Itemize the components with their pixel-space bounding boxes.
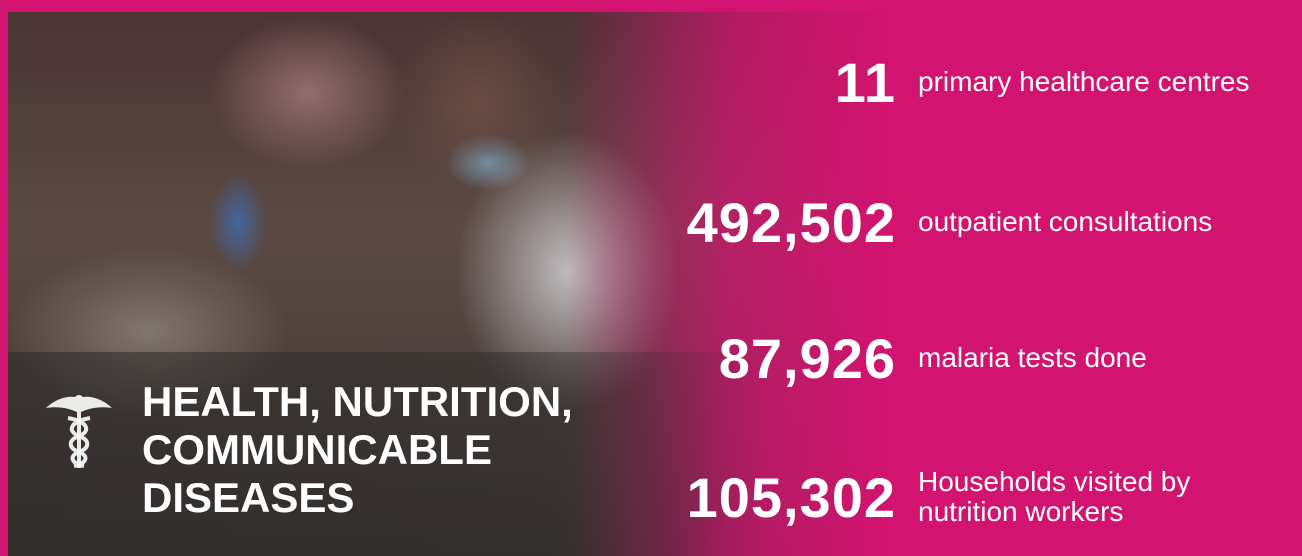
stat-label: Households visited by nutrition workers xyxy=(918,467,1278,527)
stat-number: 11 xyxy=(600,50,896,115)
infographic-card: HEALTH, NUTRITION, COMMUNICABLE DISEASES… xyxy=(0,0,1302,556)
stat-row: 105,302 Households visited by nutrition w… xyxy=(600,461,1290,533)
stat-label: outpatient consultations xyxy=(918,207,1278,237)
stat-number: 105,302 xyxy=(600,465,896,530)
stat-number: 87,926 xyxy=(600,326,896,391)
stat-row: 492,502 outpatient consultations xyxy=(600,186,1290,258)
stat-row: 87,926 malaria tests done xyxy=(600,322,1290,394)
stat-row: 11 primary healthcare centres xyxy=(600,46,1290,118)
stat-label: malaria tests done xyxy=(918,343,1278,373)
caduceus-icon xyxy=(44,392,114,472)
stat-number: 492,502 xyxy=(600,190,896,255)
stat-label: primary healthcare centres xyxy=(918,67,1278,97)
